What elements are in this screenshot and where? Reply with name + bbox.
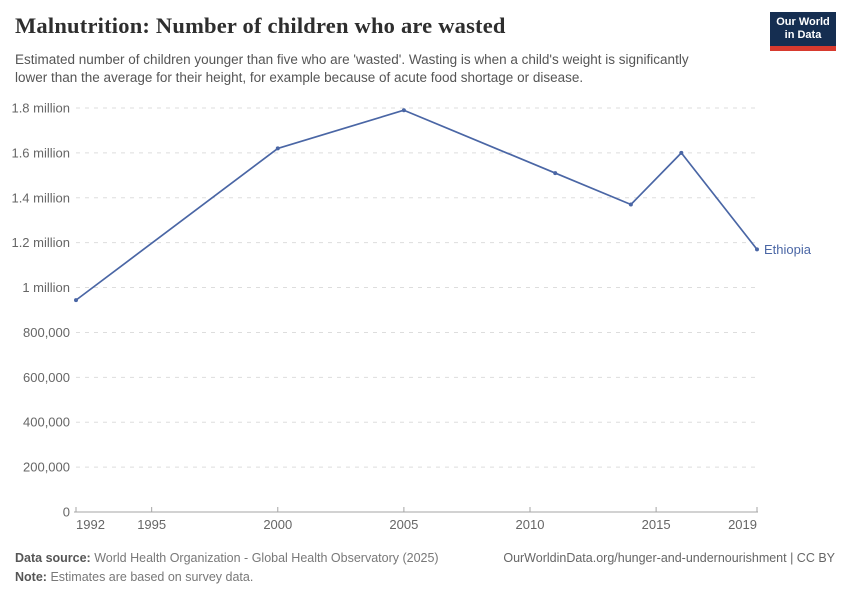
y-axis-tick-label: 0 (63, 505, 70, 520)
x-axis-tick-label: 2005 (389, 517, 418, 532)
x-axis-tick-label: 2019 (728, 517, 757, 532)
x-axis-tick-label: 2000 (263, 517, 292, 532)
x-axis-tick-label: 2015 (642, 517, 671, 532)
y-axis-tick-label: 1 million (22, 280, 70, 295)
owid-logo-red-bar (770, 46, 836, 51)
y-axis-tick-label: 600,000 (23, 370, 70, 385)
x-axis-tick-label: 1992 (76, 517, 105, 532)
note-value: Estimates are based on survey data. (50, 569, 254, 584)
line-chart[interactable]: 1.8 million 1.6 million 1.4 million 1.2 mil… (0, 0, 850, 540)
owid-logo[interactable]: Our World in Data (770, 12, 836, 51)
series-entity-label[interactable]: Ethiopia (764, 242, 812, 257)
data-source-label: Data source: (15, 551, 91, 565)
owid-logo-line2: in Data (784, 29, 822, 41)
chart-footer: Data source: World Health Organization -… (15, 549, 835, 587)
y-axis-tick-label: 1.2 million (11, 235, 70, 250)
data-source: Data source: World Health Organization -… (15, 549, 439, 568)
data-point[interactable] (553, 171, 558, 176)
data-point[interactable] (275, 146, 280, 151)
data-point[interactable] (679, 150, 684, 155)
y-axis-tick-label: 200,000 (23, 460, 70, 475)
y-axis-tick-label: 800,000 (23, 325, 70, 340)
data-point[interactable] (401, 108, 406, 113)
owid-logo-top: Our World in Data (770, 12, 836, 46)
footer-note: Note: Estimates are based on survey data… (15, 568, 835, 587)
y-axis-tick-label: 1.4 million (11, 190, 70, 205)
page-title: Malnutrition: Number of children who are… (15, 13, 506, 38)
x-axis-tick-label: 1995 (137, 517, 166, 532)
footer-link[interactable]: OurWorldinData.org/hunger-and-undernouri… (503, 551, 835, 565)
y-axis-tick-label: 400,000 (23, 415, 70, 430)
note-label: Note: (15, 569, 47, 584)
y-axis-tick-label: 1.6 million (11, 145, 70, 160)
y-axis-tick-label: 1.8 million (11, 101, 70, 116)
data-point[interactable] (74, 298, 78, 303)
data-point[interactable] (755, 247, 759, 252)
owid-logo-line1: Our World (776, 15, 830, 28)
data-source-value: World Health Organization - Global Healt… (94, 551, 439, 565)
data-point[interactable] (628, 202, 633, 207)
x-axis-tick-label: 2010 (516, 517, 545, 532)
chart-subtitle: Estimated number of children younger tha… (15, 52, 689, 85)
series-line-ethiopia[interactable] (75, 109, 758, 301)
